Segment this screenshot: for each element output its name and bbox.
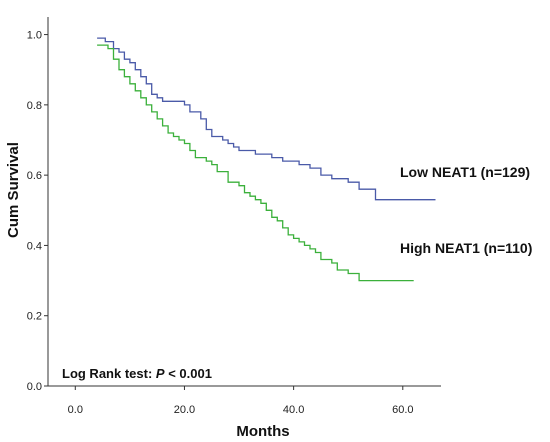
p-symbol: P: [156, 366, 165, 381]
y-tick-label: 0.4: [27, 240, 42, 252]
log-rank-annotation: Log Rank test: P < 0.001: [62, 366, 212, 381]
low-neat1-label: Low NEAT1 (n=129): [400, 164, 530, 180]
x-tick-label: 60.0: [392, 404, 413, 416]
y-tick-label: 0.8: [27, 100, 42, 112]
x-tick-label: 40.0: [283, 404, 304, 416]
y-tick-label: 1.0: [27, 30, 42, 42]
axes: 0.0 0.2 0.4 0.6 0.8 1.0 0.0 20.0 40.0 60.0: [27, 17, 441, 416]
high-neat1-label: High NEAT1 (n=110): [400, 240, 532, 256]
low-neat1-curve: [97, 37, 436, 201]
y-tick-label: 0.0: [27, 381, 42, 393]
log-rank-prefix: Log Rank test:: [62, 366, 156, 381]
high-neat1-curve: [97, 44, 414, 282]
y-tick-label: 0.2: [27, 311, 42, 323]
x-tick-label: 0.0: [68, 404, 83, 416]
plot-area: [97, 37, 436, 282]
x-tick-label: 20.0: [174, 404, 195, 416]
log-rank-value: < 0.001: [165, 366, 212, 381]
x-axis-label: Months: [236, 423, 289, 440]
y-tick-label: 0.6: [27, 170, 42, 182]
y-axis-label: Cum Survival: [5, 142, 22, 238]
